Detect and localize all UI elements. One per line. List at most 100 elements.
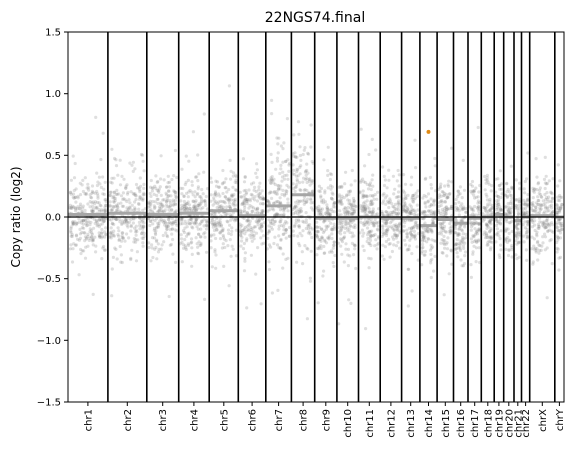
data-point — [194, 220, 198, 225]
data-point — [396, 208, 401, 212]
data-point — [126, 225, 130, 229]
data-point — [416, 232, 420, 236]
data-point — [81, 218, 85, 222]
data-point — [83, 239, 87, 243]
data-point — [471, 250, 475, 254]
data-point — [184, 206, 188, 210]
data-point — [305, 162, 309, 166]
data-point — [201, 192, 205, 196]
data-point — [363, 210, 367, 214]
data-point — [152, 236, 157, 240]
data-point — [134, 230, 138, 234]
data-point — [160, 202, 164, 206]
data-point — [495, 202, 499, 206]
data-point — [272, 201, 276, 205]
data-point — [287, 163, 291, 167]
data-point — [118, 220, 122, 224]
data-point — [371, 207, 375, 211]
data-point — [182, 204, 186, 208]
data-point — [457, 242, 461, 246]
data-point — [247, 223, 251, 227]
data-point — [78, 236, 82, 240]
data-point — [559, 223, 563, 227]
data-point — [548, 204, 552, 208]
data-point — [307, 179, 311, 183]
data-point — [310, 227, 314, 231]
data-point — [329, 207, 333, 211]
data-point — [258, 202, 263, 206]
data-point — [281, 252, 285, 256]
data-point — [274, 192, 278, 196]
data-point — [425, 240, 429, 244]
data-point — [469, 228, 473, 232]
data-point — [437, 232, 441, 236]
data-point — [509, 207, 513, 211]
data-point — [343, 231, 347, 235]
data-point — [129, 190, 133, 194]
data-point — [214, 236, 218, 241]
data-point — [396, 213, 400, 217]
data-point — [548, 228, 552, 232]
data-point — [155, 193, 159, 198]
data-point — [270, 160, 274, 164]
data-point — [270, 218, 275, 222]
data-point — [219, 224, 223, 228]
data-point — [396, 233, 400, 237]
data-point — [267, 191, 271, 195]
data-point — [108, 194, 112, 198]
data-point — [249, 253, 253, 257]
data-point — [217, 221, 221, 225]
data-point — [413, 138, 417, 142]
data-point — [125, 192, 130, 196]
data-point — [196, 179, 200, 183]
data-point — [472, 221, 476, 226]
data-point — [548, 222, 552, 226]
data-point — [421, 231, 425, 235]
data-point — [272, 177, 276, 181]
data-point — [174, 195, 178, 199]
data-point — [558, 228, 562, 232]
data-point — [477, 221, 481, 225]
data-point — [89, 228, 94, 232]
data-point — [240, 210, 244, 214]
data-point — [433, 164, 437, 168]
data-point — [433, 213, 438, 217]
data-point — [345, 211, 350, 215]
data-point — [278, 220, 282, 224]
data-point — [282, 194, 287, 198]
data-point — [363, 200, 367, 204]
data-point — [241, 157, 245, 161]
data-point — [536, 195, 540, 199]
data-point — [541, 222, 545, 226]
data-point — [171, 198, 175, 202]
data-point — [148, 191, 152, 196]
data-point — [547, 195, 551, 199]
data-point — [272, 208, 276, 212]
data-point — [173, 210, 177, 214]
data-point — [202, 112, 206, 116]
data-point — [112, 176, 116, 180]
data-point — [88, 200, 92, 204]
data-point — [517, 206, 521, 210]
data-point — [77, 220, 81, 224]
data-point — [315, 225, 319, 229]
data-point — [421, 234, 425, 238]
data-point — [371, 220, 375, 224]
data-point — [403, 202, 407, 206]
data-point — [272, 222, 276, 226]
data-point — [353, 208, 357, 212]
data-point — [248, 197, 252, 201]
data-point — [159, 202, 163, 207]
data-point — [450, 205, 454, 209]
data-point — [188, 188, 192, 193]
data-point — [315, 253, 319, 257]
data-point — [404, 209, 408, 213]
data-point — [278, 213, 283, 218]
data-point — [199, 241, 203, 245]
data-point — [77, 273, 81, 277]
data-point — [83, 256, 88, 260]
data-point — [248, 219, 252, 223]
data-point — [253, 195, 257, 199]
data-point — [545, 222, 550, 226]
data-point — [188, 222, 192, 226]
